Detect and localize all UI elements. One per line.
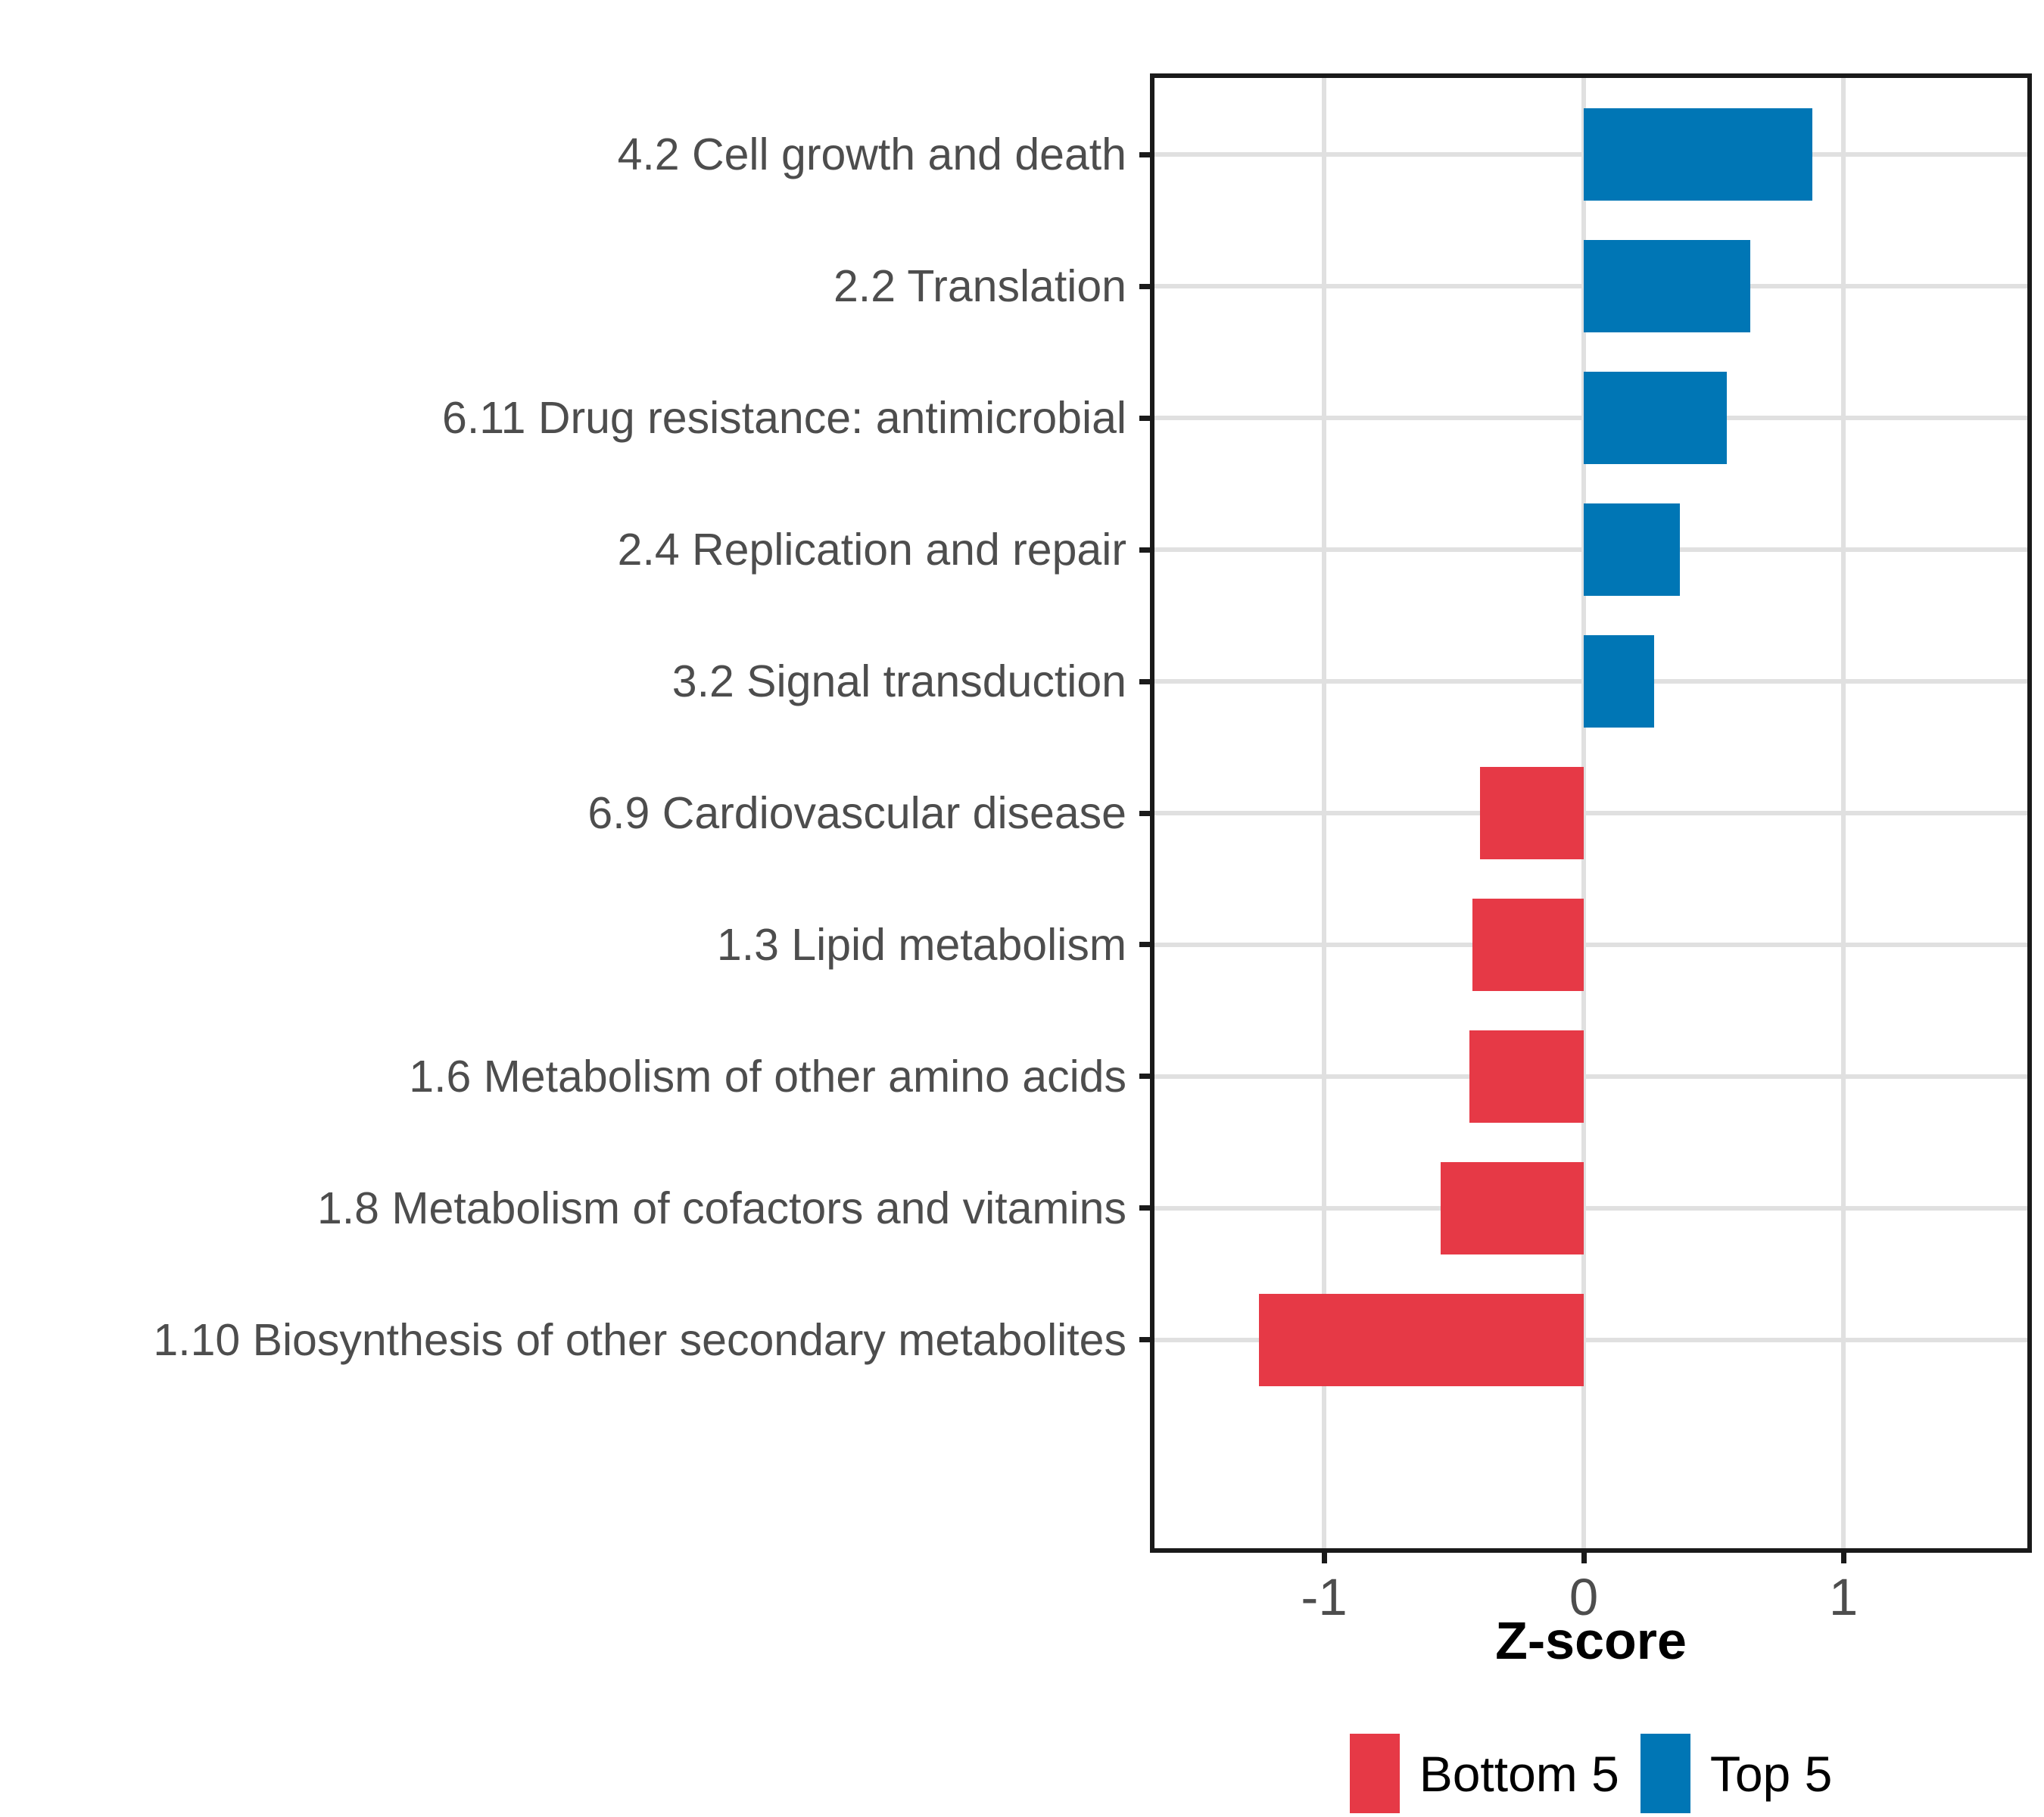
x-axis-title: Z-score: [1495, 1611, 1687, 1670]
y-axis-tick: [1139, 1205, 1152, 1211]
y-axis-tick: [1139, 547, 1152, 553]
bar-1-6-metabolism-of-other-amino-acids: [1469, 1030, 1584, 1123]
y-axis-tick: [1139, 151, 1152, 157]
plot-panel: [1152, 76, 2030, 1551]
bar-1-10-biosynthesis-of-other-secondary-metabolites: [1259, 1293, 1584, 1386]
legend: Bottom 5 Top 5: [1152, 1730, 2030, 1817]
y-axis-tick: [1139, 942, 1152, 948]
y-axis-tick: [1139, 283, 1152, 289]
y-axis-tick: [1139, 678, 1152, 684]
y-axis-label: 6.11 Drug resistance: antimicrobial: [442, 393, 1126, 444]
y-axis-label: 6.9 Cardiovascular disease: [587, 788, 1126, 838]
y-axis-label: 2.2 Translation: [833, 261, 1126, 312]
legend-swatch-top-5: [1640, 1734, 1690, 1813]
bar-6-9-cardiovascular-disease: [1479, 767, 1584, 859]
y-axis-tick: [1139, 1337, 1152, 1343]
bar-3-2-signal-transduction: [1584, 635, 1654, 728]
y-axis-label: 1.8 Metabolism of cofactors and vitamins: [316, 1183, 1126, 1233]
y-axis-tick: [1139, 415, 1152, 421]
legend-item-bottom-5: Bottom 5: [1349, 1734, 1619, 1813]
gridline-row-1-8-metabolism-of-cofactors-and-vitamins: [1152, 1205, 2030, 1211]
x-axis-tick: [1321, 1551, 1327, 1563]
bar-1-8-metabolism-of-cofactors-and-vitamins: [1441, 1161, 1584, 1254]
legend-swatch-bottom-5: [1349, 1734, 1400, 1813]
bar-1-3-lipid-metabolism: [1472, 899, 1584, 991]
x-axis-tick: [1840, 1551, 1846, 1563]
gridline-row-1-10-biosynthesis-of-other-secondary-metabolites: [1152, 1337, 2030, 1342]
y-axis-label: 4.2 Cell growth and death: [617, 129, 1126, 180]
gridline-row-1-3-lipid-metabolism: [1152, 942, 2030, 947]
legend-item-top-5: Top 5: [1640, 1734, 1832, 1813]
x-axis-tick: [1581, 1551, 1587, 1563]
bar-2-4-replication-and-repair: [1584, 503, 1680, 597]
y-axis-label: 2.4 Replication and repair: [617, 525, 1126, 575]
x-axis-tick-label: 1: [1828, 1568, 1859, 1626]
gridline-row-6-9-cardiovascular-disease: [1152, 811, 2030, 815]
gridline-row-1-6-metabolism-of-other-amino-acids: [1152, 1074, 2030, 1079]
y-axis-label: 1.3 Lipid metabolism: [716, 919, 1126, 970]
gridline-x-1: [1841, 76, 1846, 1551]
y-axis-tick: [1139, 810, 1152, 816]
bar-2-2-translation: [1584, 240, 1750, 333]
y-axis-tick: [1139, 1074, 1152, 1080]
gridline-x-0: [1581, 76, 1587, 1551]
x-axis-tick-label: 0: [1569, 1568, 1599, 1626]
x-axis-tick-label: -1: [1301, 1568, 1348, 1626]
legend-label-top-5: Top 5: [1709, 1745, 1833, 1802]
bar-6-11-drug-resistance-antimicrobial: [1584, 372, 1727, 465]
y-axis-label: 1.6 Metabolism of other amino acids: [409, 1051, 1126, 1102]
legend-label-bottom-5: Bottom 5: [1419, 1745, 1619, 1802]
y-axis-label: 3.2 Signal transduction: [671, 656, 1126, 707]
bar-4-2-cell-growth-and-death: [1584, 108, 1812, 201]
gridline-x--1: [1322, 76, 1327, 1551]
y-axis-label: 1.10 Biosynthesis of other secondary met…: [153, 1314, 1126, 1365]
